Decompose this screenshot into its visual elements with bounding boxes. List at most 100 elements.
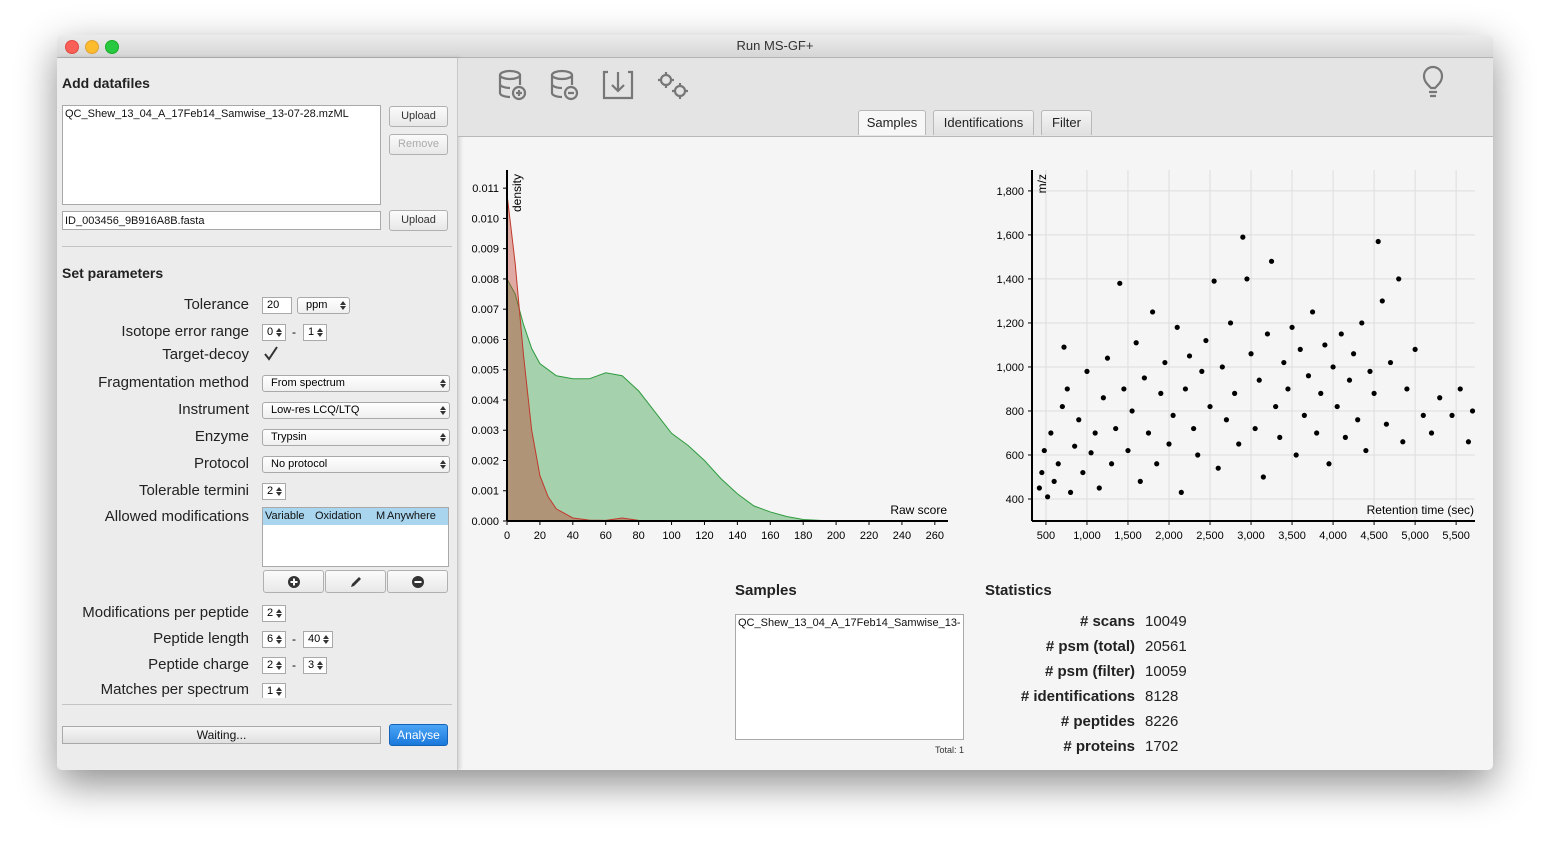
point bbox=[1371, 390, 1377, 396]
window-title: Run MS-GF+ bbox=[736, 38, 814, 53]
tab[interactable]: Samples bbox=[858, 110, 926, 135]
progress-bar: Waiting... bbox=[62, 726, 381, 744]
point bbox=[1080, 469, 1086, 476]
point bbox=[1420, 412, 1426, 418]
y-tick-label: 400 bbox=[1006, 494, 1024, 506]
sidebar: Add datafiles QC_Shew_13_04_A_17Feb14_Sa… bbox=[57, 58, 458, 770]
spinner[interactable]: 2 bbox=[262, 657, 286, 674]
spinner[interactable]: 1 bbox=[262, 683, 286, 698]
x-tick-label: 500 bbox=[1037, 530, 1055, 542]
y-tick-label: 0.004 bbox=[471, 395, 499, 407]
toolbar: Samples Identifications Filter bbox=[458, 58, 1493, 137]
spinner[interactable]: 1 bbox=[303, 324, 327, 341]
point bbox=[1092, 430, 1098, 436]
range-separator: - bbox=[292, 658, 296, 672]
select[interactable]: Low-res LCQ/LTQ bbox=[262, 402, 450, 419]
edit-button[interactable] bbox=[325, 570, 386, 593]
fasta-input[interactable]: ID_003456_9B916A8B.fasta bbox=[62, 211, 381, 230]
x-tick-label: 80 bbox=[633, 530, 645, 542]
save-icon[interactable] bbox=[602, 70, 634, 100]
point bbox=[1264, 331, 1271, 337]
spinner[interactable]: 6 bbox=[262, 631, 286, 648]
modification-table: Variable Oxidation M Anywhere bbox=[262, 507, 449, 567]
settings-icon[interactable] bbox=[658, 72, 688, 99]
field-label: Enzyme bbox=[194, 428, 249, 445]
point bbox=[1100, 395, 1106, 401]
point bbox=[1281, 359, 1287, 366]
tab[interactable]: Identifications bbox=[933, 110, 1034, 135]
select[interactable]: From spectrum bbox=[262, 375, 450, 392]
minimize-button[interactable] bbox=[85, 40, 99, 54]
remove-dataset-icon[interactable] bbox=[550, 69, 579, 101]
upload-button[interactable]: Upload bbox=[389, 210, 448, 231]
close-button[interactable] bbox=[65, 40, 79, 54]
table-row[interactable]: Variable Oxidation M Anywhere bbox=[263, 508, 448, 525]
y-tick-label: 0.007 bbox=[471, 304, 499, 316]
field-label: Matches per spectrum bbox=[100, 681, 249, 698]
tab[interactable]: Filter bbox=[1041, 110, 1092, 135]
point bbox=[1465, 439, 1472, 445]
stat-value: 10049 bbox=[1145, 613, 1187, 630]
spinner[interactable]: 2 bbox=[262, 605, 286, 622]
point bbox=[1412, 346, 1418, 352]
point bbox=[1203, 337, 1209, 344]
x-tick-label: 40 bbox=[567, 530, 579, 542]
stat-label: # peptides bbox=[1060, 713, 1135, 730]
x-tick-label: 1,000 bbox=[1073, 530, 1101, 542]
point bbox=[1350, 351, 1357, 357]
point bbox=[1428, 430, 1435, 436]
point bbox=[1273, 403, 1279, 410]
select[interactable]: ppm bbox=[297, 297, 350, 314]
sample-list[interactable]: QC_Shew_13_04_A_17Feb14_Samwise_13- bbox=[735, 614, 964, 740]
point bbox=[1330, 364, 1336, 370]
point bbox=[1232, 390, 1238, 396]
separator bbox=[62, 246, 452, 247]
stat-value: 8226 bbox=[1145, 713, 1179, 730]
y-tick-label: 800 bbox=[1006, 406, 1024, 418]
point bbox=[1363, 447, 1369, 454]
x-tick-label: 0 bbox=[504, 530, 510, 542]
y-tick-label: 1,800 bbox=[996, 186, 1024, 198]
analyse-button[interactable]: Analyse bbox=[389, 724, 448, 746]
zoom-button[interactable] bbox=[105, 40, 119, 54]
add-button[interactable] bbox=[263, 570, 324, 593]
y-tick-label: 0.002 bbox=[471, 455, 499, 467]
spinner[interactable]: 3 bbox=[303, 657, 327, 674]
point bbox=[1268, 258, 1275, 264]
x-tick-label: 260 bbox=[926, 530, 944, 542]
file-item[interactable]: QC_Shew_13_04_A_17Feb14_Samwise_13-07-28… bbox=[65, 108, 349, 120]
y-tick-label: 1,000 bbox=[996, 362, 1024, 374]
remove-button[interactable]: Remove bbox=[389, 134, 448, 155]
window: Run MS-GF+ Add datafiles QC_Shew_13_04_A… bbox=[57, 35, 1493, 770]
y-tick-label: 0.010 bbox=[471, 213, 499, 225]
number-input[interactable]: 20 bbox=[262, 297, 292, 314]
point bbox=[1387, 359, 1394, 366]
upload-button[interactable]: Upload bbox=[389, 106, 448, 127]
spinner[interactable]: 2 bbox=[262, 483, 286, 500]
point bbox=[1048, 430, 1054, 436]
total-count: Total: 1 bbox=[934, 745, 964, 755]
section-heading: Set parameters bbox=[62, 265, 164, 281]
x-tick-label: 2,500 bbox=[1196, 530, 1224, 542]
file-list[interactable]: QC_Shew_13_04_A_17Feb14_Samwise_13-07-28… bbox=[62, 105, 381, 205]
tips-icon[interactable] bbox=[1422, 58, 1488, 98]
point bbox=[1289, 324, 1295, 330]
y-tick-label: 0.006 bbox=[471, 334, 499, 346]
field-label: Modifications per peptide bbox=[82, 604, 249, 621]
point bbox=[1342, 434, 1348, 440]
spinner[interactable]: 40 bbox=[303, 631, 333, 648]
point bbox=[1215, 465, 1221, 471]
add-dataset-icon[interactable] bbox=[498, 69, 527, 101]
point bbox=[1437, 395, 1443, 401]
y-tick-label: 0.003 bbox=[471, 425, 499, 437]
point bbox=[1191, 425, 1197, 432]
select[interactable]: No protocol bbox=[262, 456, 450, 473]
select[interactable]: Trypsin bbox=[262, 429, 450, 446]
sample-item[interactable]: QC_Shew_13_04_A_17Feb14_Samwise_13- bbox=[738, 617, 961, 629]
point bbox=[1051, 478, 1057, 484]
remove-mod-button[interactable] bbox=[387, 570, 448, 593]
spinner[interactable]: 0 bbox=[262, 324, 286, 341]
y-tick-label: 0.000 bbox=[471, 516, 499, 528]
checkbox[interactable] bbox=[262, 345, 280, 363]
